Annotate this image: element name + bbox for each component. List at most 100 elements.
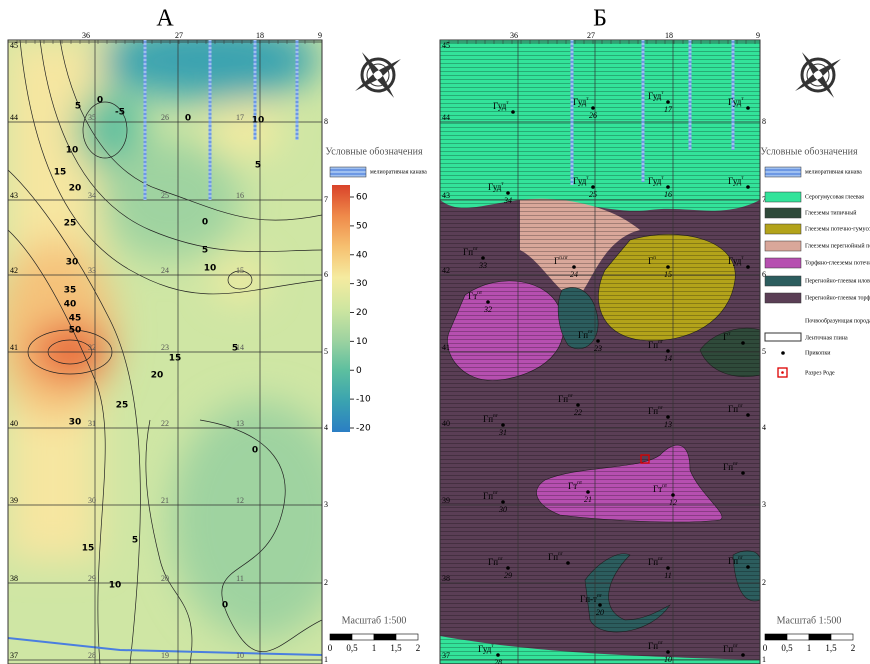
pit-code: Гуд [573, 176, 587, 186]
grid-top-label: 27 [175, 31, 183, 40]
grid-right-label: 6 [324, 270, 328, 279]
contour-label: 10 [66, 146, 79, 156]
contour-label: 15 [54, 168, 67, 178]
soil-pit [596, 339, 600, 343]
soil-pit [511, 110, 515, 114]
pit-code: Гт [568, 481, 577, 491]
pit-code: Гуд [573, 97, 587, 107]
cell-number: 14 [664, 354, 672, 363]
colorbar-tick-label: 30 [356, 279, 368, 289]
legend-swatch [330, 167, 366, 177]
contour-label: 50 [69, 326, 82, 336]
cell-number: 11 [236, 574, 244, 583]
canal [296, 40, 299, 140]
soil-pit [666, 650, 670, 654]
contour-label: 30 [69, 418, 82, 428]
compass-a [339, 36, 417, 114]
legend-swatch [765, 293, 801, 303]
legend-label: Почвообразующая порода [805, 317, 870, 324]
scale-segment [787, 634, 809, 640]
grid-left-label: 42 [442, 266, 450, 275]
colorbar-tick-label: 50 [356, 221, 368, 231]
pit-code: Гуд [488, 182, 502, 192]
contour-label: 20 [69, 184, 82, 194]
soil-pit [591, 106, 595, 110]
contour-label: -5 [115, 108, 125, 118]
pit-code: Гуд [493, 101, 507, 111]
contour-label: 40 [64, 300, 77, 310]
grid-left-label: 43 [10, 191, 18, 200]
cell-number: 26 [589, 111, 597, 120]
soil-pit [481, 256, 485, 260]
grid-right-label: 5 [762, 347, 766, 356]
pit-code-sup: пг [658, 641, 663, 646]
soil-pit [746, 106, 750, 110]
legend-label: Серогумусовая глеевая [805, 194, 864, 200]
pit-code: Гуд [648, 91, 662, 101]
grid-left-label: 40 [442, 419, 450, 428]
pit-code-sup: пг [558, 552, 563, 557]
grid-right-label: 7 [324, 195, 328, 204]
scale-segment [765, 634, 787, 640]
cell-number: 34 [503, 196, 512, 205]
legend-swatch [765, 258, 801, 268]
pit-code: Гп [723, 462, 733, 472]
cell-number: 31 [498, 428, 507, 437]
pit-code-sup: пт [597, 594, 603, 599]
soil-pit [501, 500, 505, 504]
pit-code: Гп [648, 641, 658, 651]
pit-code: Гуд [728, 97, 742, 107]
contour-label: 30 [66, 258, 79, 268]
soil-pit [666, 566, 670, 570]
cell-number: 28 [494, 658, 502, 664]
contour-label: 0 [222, 601, 228, 611]
grid-left-label: 37 [442, 651, 450, 660]
scale-tick-label: 0,5 [781, 643, 793, 653]
soil-pit [671, 493, 675, 497]
grid-top-label: 9 [756, 31, 760, 40]
grid-left-label: 44 [10, 113, 18, 122]
pit-code: Гп [648, 557, 658, 567]
colorbar-tick-label: 10 [356, 337, 368, 347]
pit-code-sup: пг [658, 340, 663, 345]
legend-label: Прикопки [805, 350, 831, 356]
cell-number: 20 [596, 608, 604, 617]
cell-number: 25 [161, 191, 169, 200]
legend-label: мелиоративная канава [370, 169, 427, 175]
pit-code-sup: пг [493, 491, 498, 496]
grid-left-label: 41 [10, 343, 18, 352]
grid-left-label: 39 [10, 496, 18, 505]
contour-label: 0 [202, 218, 208, 228]
soil-pit [586, 490, 590, 494]
grid-left-label: 38 [10, 574, 18, 583]
grid-right-label: 8 [762, 117, 766, 126]
cell-number: 15 [664, 270, 672, 279]
colorbar-tick-label: 20 [356, 308, 368, 318]
grid-right-label: 4 [762, 423, 766, 432]
soil-pit [501, 423, 505, 427]
legend-swatch [765, 224, 801, 234]
pit-code-sup: пт [662, 484, 668, 489]
scale-label: Масштаб 1:500 [777, 615, 842, 626]
legend-swatch [781, 371, 784, 374]
contour-label: 0 [185, 114, 191, 124]
cell-number: 11 [664, 571, 671, 580]
pit-code-sup: пг [738, 556, 743, 561]
contour-label: 10 [204, 264, 217, 274]
contour-label: 0 [97, 96, 103, 106]
scale-segment [809, 634, 831, 640]
canal [571, 40, 574, 185]
pit-code: Гуд [648, 176, 662, 186]
pit-code-sup: п.пг [559, 256, 568, 261]
cell-number: 28 [88, 651, 96, 660]
soil-pit [666, 415, 670, 419]
legend-swatch [765, 333, 801, 341]
pit-code-sup: пг [493, 414, 498, 419]
grid-right-label: 3 [324, 500, 328, 509]
canal [732, 40, 735, 150]
pit-code: Гп [728, 556, 738, 566]
contour-label: 5 [255, 161, 261, 171]
canal [144, 40, 147, 200]
contour-label: 25 [116, 401, 129, 411]
soil-pit [666, 349, 670, 353]
